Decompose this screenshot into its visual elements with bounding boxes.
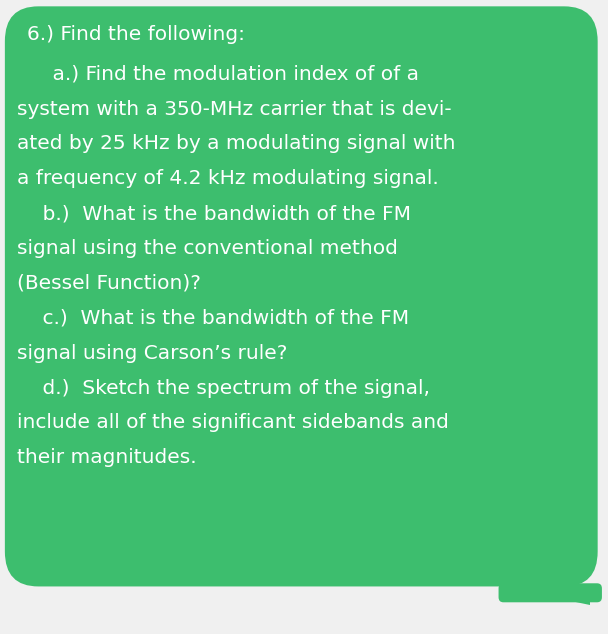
Text: b.)  What is the bandwidth of the FM: b.) What is the bandwidth of the FM: [17, 204, 411, 223]
Text: 6.) Find the following:: 6.) Find the following:: [27, 25, 246, 44]
Polygon shape: [499, 586, 590, 605]
Text: c.)  What is the bandwidth of the FM: c.) What is the bandwidth of the FM: [17, 309, 409, 328]
Text: their magnitudes.: their magnitudes.: [17, 448, 196, 467]
Text: (Bessel Function)?: (Bessel Function)?: [17, 274, 201, 293]
Text: signal using the conventional method: signal using the conventional method: [17, 239, 398, 258]
Text: include all of the significant sidebands and: include all of the significant sidebands…: [17, 413, 449, 432]
Text: d.)  Sketch the spectrum of the signal,: d.) Sketch the spectrum of the signal,: [17, 378, 430, 398]
FancyBboxPatch shape: [5, 6, 598, 586]
Text: a.) Find the modulation index of of a: a.) Find the modulation index of of a: [27, 65, 420, 84]
Text: ated by 25 kHz by a modulating signal with: ated by 25 kHz by a modulating signal wi…: [17, 134, 455, 153]
Text: signal using Carson’s rule?: signal using Carson’s rule?: [17, 344, 288, 363]
FancyBboxPatch shape: [499, 583, 602, 602]
Text: a frequency of 4.2 kHz modulating signal.: a frequency of 4.2 kHz modulating signal…: [17, 169, 439, 188]
Text: system with a 350-MHz carrier that is devi-: system with a 350-MHz carrier that is de…: [17, 100, 452, 119]
